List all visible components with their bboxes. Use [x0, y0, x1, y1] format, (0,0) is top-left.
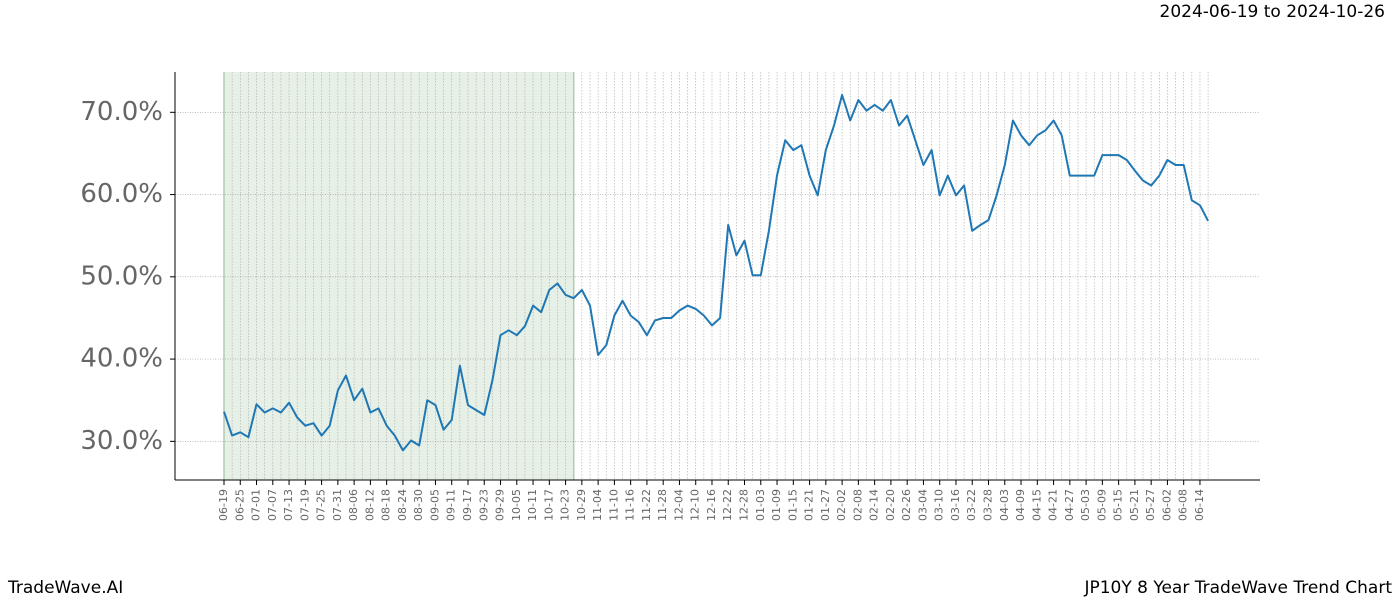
y-tick-label: 40.0% [80, 344, 163, 374]
x-tick-label: 12-16 [705, 489, 718, 521]
y-tick-label: 70.0% [80, 97, 163, 127]
y-tick-label: 30.0% [80, 426, 163, 456]
x-tick-label: 03-22 [965, 489, 978, 521]
x-tick-label: 09-17 [461, 489, 474, 521]
x-tick-label: 10-17 [542, 489, 555, 521]
x-tick-label: 06-19 [217, 489, 230, 521]
x-tick-label: 02-14 [868, 489, 881, 521]
x-tick-label: 07-01 [250, 489, 263, 521]
x-tick-label: 07-25 [315, 489, 328, 521]
footer-right: JP10Y 8 Year TradeWave Trend Chart [1083, 578, 1392, 598]
x-tick-label: 12-22 [721, 489, 734, 521]
x-tick-label: 09-23 [477, 489, 490, 521]
x-tick-label: 04-15 [1030, 489, 1043, 521]
x-tick-label: 11-28 [656, 489, 669, 521]
y-tick-label: 60.0% [80, 179, 163, 209]
x-tick-label: 01-15 [786, 489, 799, 521]
x-tick-label: 09-05 [428, 489, 441, 521]
x-tick-label: 10-05 [510, 489, 523, 521]
x-tick-label: 09-29 [494, 489, 507, 521]
x-tick-label: 08-06 [347, 489, 360, 521]
x-tick-label: 08-30 [412, 489, 425, 521]
x-tick-label: 01-27 [819, 489, 832, 521]
x-tick-label: 05-09 [1095, 489, 1108, 521]
x-tick-label: 08-18 [380, 489, 393, 521]
x-tick-label: 01-09 [770, 489, 783, 521]
x-tick-label: 07-13 [282, 489, 295, 521]
trend-line [223, 94, 1209, 452]
x-tick-label: 07-31 [331, 489, 344, 521]
x-tick-label: 04-27 [1063, 489, 1076, 521]
x-tick-label: 12-28 [738, 489, 751, 521]
x-tick-label: 03-04 [916, 489, 929, 521]
x-tick-label: 05-21 [1128, 489, 1141, 521]
x-tick-label: 10-23 [559, 489, 572, 521]
x-tick-label: 08-24 [396, 489, 409, 521]
x-tick-label: 04-09 [1014, 489, 1027, 521]
x-tick-label: 01-21 [803, 489, 816, 521]
x-tick-label: 11-10 [607, 489, 620, 521]
x-tick-label: 06-02 [1160, 489, 1173, 521]
x-tick-label: 02-08 [851, 489, 864, 521]
x-tick-label: 05-15 [1112, 489, 1125, 521]
x-tick-label: 06-25 [233, 489, 246, 521]
x-tick-label: 07-07 [266, 489, 279, 521]
footer-left: TradeWave.AI [7, 578, 123, 598]
highlight-region [224, 72, 574, 480]
x-tick-label: 11-16 [624, 489, 637, 521]
x-tick-label: 05-03 [1079, 489, 1092, 521]
x-tick-label: 02-26 [900, 489, 913, 521]
x-tick-label: 06-14 [1193, 489, 1206, 521]
x-tick-label: 01-03 [754, 489, 767, 521]
x-tick-label: 10-29 [575, 489, 588, 521]
x-tick-label: 12-04 [672, 489, 685, 521]
x-tick-label: 02-20 [884, 489, 897, 521]
x-tick-label: 11-22 [640, 489, 653, 521]
x-tick-label: 08-12 [363, 489, 376, 521]
x-tick-label: 03-28 [982, 489, 995, 521]
date-range: 2024-06-19 to 2024-10-26 [1160, 2, 1385, 22]
x-tick-label: 09-11 [445, 489, 458, 521]
x-tick-label: 03-16 [949, 489, 962, 521]
x-tick-label: 03-10 [933, 489, 946, 521]
x-tick-label: 11-04 [591, 489, 604, 521]
x-tick-label: 10-11 [526, 489, 539, 521]
x-tick-label: 06-08 [1177, 489, 1190, 521]
x-tick-label: 04-03 [998, 489, 1011, 521]
x-tick-label: 05-27 [1144, 489, 1157, 521]
y-tick-label: 50.0% [80, 261, 163, 291]
x-tick-label: 12-10 [689, 489, 702, 521]
x-tick-label: 02-02 [835, 489, 848, 521]
x-tick-label: 07-19 [298, 489, 311, 521]
x-tick-label: 04-21 [1047, 489, 1060, 521]
